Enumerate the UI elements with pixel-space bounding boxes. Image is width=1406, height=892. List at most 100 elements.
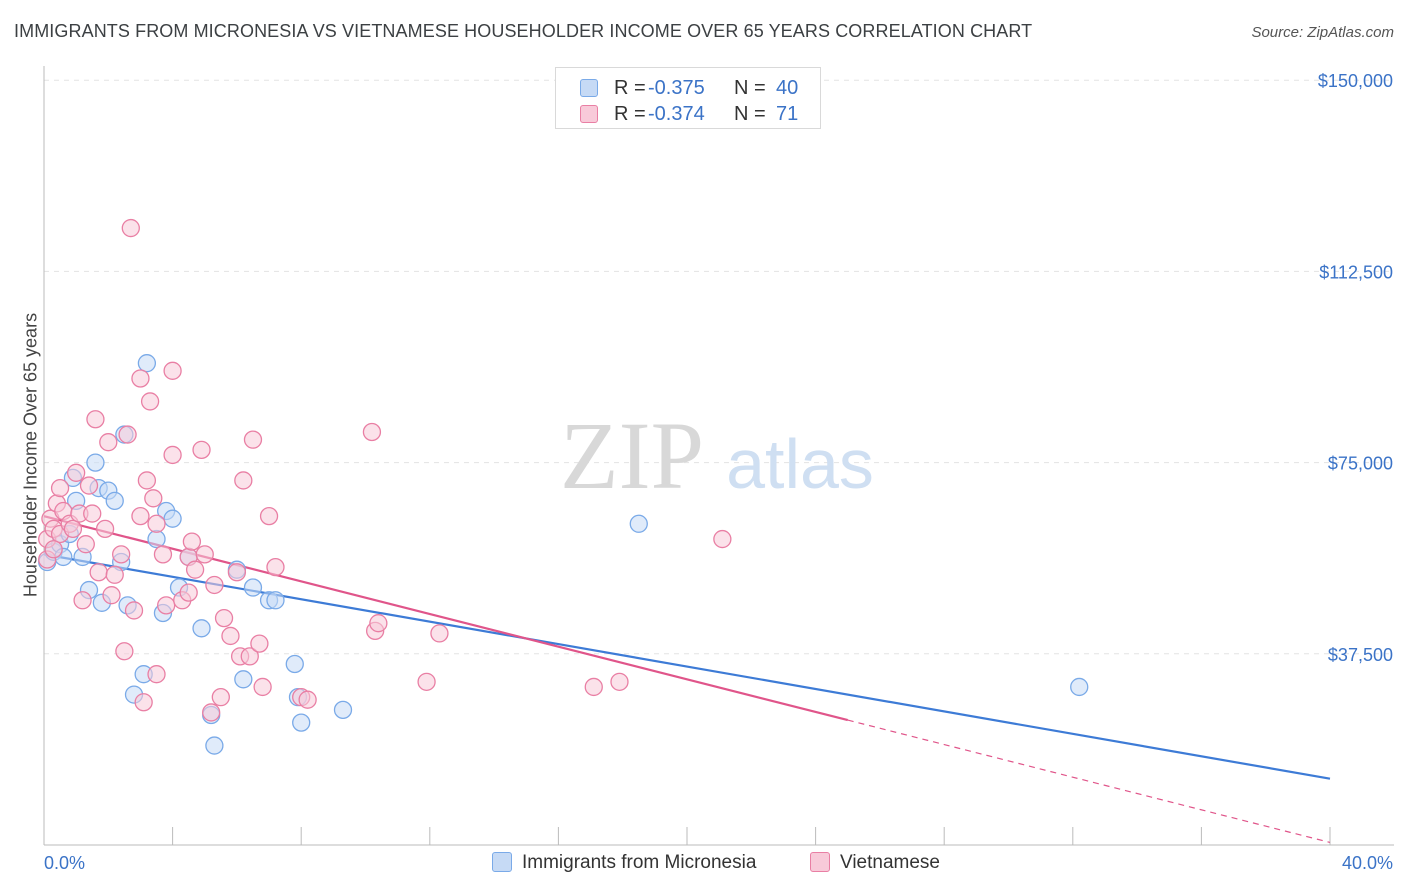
point-vietnamese xyxy=(211,687,230,707)
legend-label-vietnamese: Vietnamese xyxy=(840,852,940,873)
point-micronesia xyxy=(333,700,353,720)
point-vietnamese xyxy=(205,575,224,595)
legend-item-vietnamese[interactable]: Vietnamese xyxy=(810,852,940,874)
point-micronesia xyxy=(243,578,263,597)
point-micronesia xyxy=(137,354,157,373)
legend-r-label: R = xyxy=(614,77,646,99)
data-points xyxy=(38,218,1089,755)
point-micronesia xyxy=(285,654,304,674)
legend-row-vietnamese: R = -0.374 N = 71 xyxy=(556,101,820,129)
y-tick-label: $75,000 xyxy=(1328,454,1393,474)
point-vietnamese xyxy=(253,677,272,697)
point-vietnamese xyxy=(83,504,102,523)
point-vietnamese xyxy=(584,677,603,697)
point-vietnamese xyxy=(99,433,118,452)
tick-labels: $37,500 $75,000 $112,500 $150,000 0.0% 40.0% xyxy=(44,71,1393,873)
point-vietnamese xyxy=(105,565,124,584)
point-vietnamese xyxy=(179,583,198,602)
trend-line-micronesia xyxy=(43,553,1331,780)
point-vietnamese xyxy=(713,529,732,549)
stats-legend: R = -0.375 N = 40 R = -0.374 N = 71 xyxy=(555,67,821,129)
point-vietnamese xyxy=(86,410,105,429)
y-axis-label: Householder Income Over 65 years xyxy=(20,312,41,598)
gridlines xyxy=(44,79,1394,655)
point-vietnamese xyxy=(234,471,253,490)
point-micronesia xyxy=(192,619,211,638)
legend-swatch-vietnamese xyxy=(810,852,830,872)
point-vietnamese xyxy=(153,545,173,564)
point-vietnamese xyxy=(134,693,153,712)
point-micronesia xyxy=(105,491,124,510)
point-vietnamese xyxy=(140,392,160,411)
point-micronesia xyxy=(205,736,224,755)
point-vietnamese xyxy=(243,430,263,449)
point-vietnamese xyxy=(250,634,269,653)
point-vietnamese xyxy=(131,369,150,388)
point-micronesia xyxy=(234,670,253,689)
trend-line-vietnamese-extension xyxy=(847,719,1331,844)
point-micronesia xyxy=(266,591,285,610)
axes xyxy=(43,66,1394,846)
y-tick-label: $150,000 xyxy=(1318,71,1393,91)
point-vietnamese xyxy=(214,608,234,628)
point-vietnamese xyxy=(131,506,150,526)
legend-n-label: N = xyxy=(734,103,766,125)
point-vietnamese xyxy=(163,361,182,380)
x-tick-label: 0.0% xyxy=(44,853,85,873)
legend-swatch-vietnamese xyxy=(580,105,598,123)
point-vietnamese xyxy=(240,647,259,666)
point-vietnamese xyxy=(121,218,140,238)
series-legend: Immigrants from Micronesia Vietnamese xyxy=(0,852,1406,878)
point-micronesia xyxy=(629,514,648,533)
y-tick-label: $37,500 xyxy=(1328,645,1393,665)
point-micronesia xyxy=(1070,677,1089,697)
trend-line-vietnamese xyxy=(43,515,849,722)
source-credit: Source: ZipAtlas.com xyxy=(1251,24,1394,41)
point-vietnamese xyxy=(147,665,166,684)
point-vietnamese xyxy=(298,690,317,709)
point-vietnamese xyxy=(102,586,121,605)
point-micronesia xyxy=(292,713,311,732)
x-tick-label: 40.0% xyxy=(1342,853,1393,873)
point-vietnamese xyxy=(221,626,240,646)
point-vietnamese xyxy=(417,672,436,691)
chart-title: IMMIGRANTS FROM MICRONESIA VS VIETNAMESE… xyxy=(14,21,1033,41)
point-vietnamese xyxy=(163,445,182,465)
point-vietnamese xyxy=(137,471,157,490)
point-vietnamese xyxy=(185,560,205,579)
point-vietnamese xyxy=(115,642,134,661)
legend-n-label: N = xyxy=(734,77,766,99)
point-vietnamese xyxy=(95,519,115,539)
watermark-atlas: atlas xyxy=(726,425,874,503)
point-micronesia xyxy=(163,509,182,528)
point-vietnamese xyxy=(118,425,137,444)
point-vietnamese xyxy=(182,532,202,551)
point-vietnamese xyxy=(144,489,163,508)
point-vietnamese xyxy=(227,563,247,582)
point-vietnamese xyxy=(259,506,279,526)
point-vietnamese xyxy=(124,601,144,620)
watermark-zip: ZIP xyxy=(560,402,704,509)
point-vietnamese xyxy=(157,596,176,615)
y-tick-label: $112,500 xyxy=(1319,262,1393,282)
point-vietnamese xyxy=(266,557,285,577)
point-vietnamese xyxy=(195,545,214,564)
point-vietnamese xyxy=(192,440,211,460)
point-micronesia xyxy=(147,529,166,549)
point-vietnamese xyxy=(369,614,388,633)
legend-item-micronesia[interactable]: Immigrants from Micronesia xyxy=(492,852,756,874)
legend-swatch-micronesia xyxy=(492,852,512,872)
point-vietnamese xyxy=(202,703,221,722)
point-micronesia xyxy=(86,453,105,472)
point-vietnamese xyxy=(44,540,63,559)
point-vietnamese xyxy=(76,535,95,554)
point-vietnamese xyxy=(63,519,83,539)
point-vietnamese xyxy=(362,422,382,442)
legend-swatch-micronesia xyxy=(580,79,598,97)
point-vietnamese xyxy=(112,545,131,564)
point-vietnamese xyxy=(430,624,449,643)
legend-r-value: -0.374 xyxy=(648,103,705,125)
point-vietnamese xyxy=(147,514,166,533)
legend-label-micronesia: Immigrants from Micronesia xyxy=(522,852,757,873)
